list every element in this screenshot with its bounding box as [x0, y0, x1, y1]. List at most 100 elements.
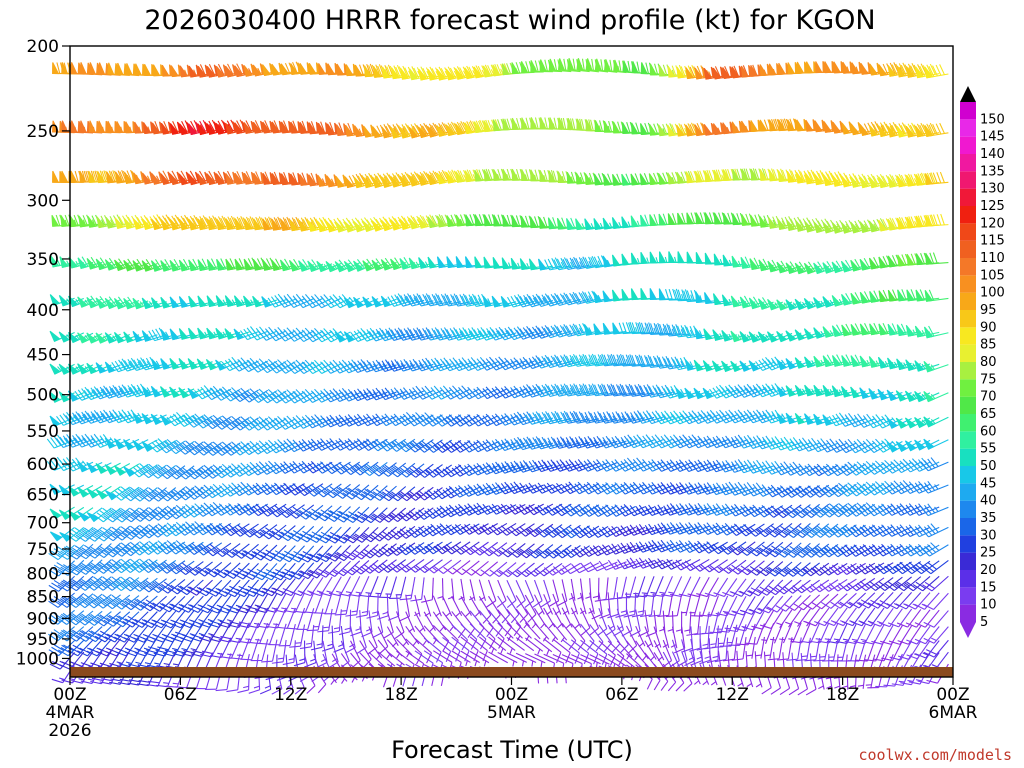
wind-barb: [387, 558, 416, 573]
colorbar-segment: [960, 327, 976, 345]
wind-barb: [767, 298, 793, 311]
wind-barb: [755, 484, 784, 497]
wind-barb: [865, 524, 894, 537]
wind-barb: [525, 411, 554, 425]
colorbar-label: 55: [980, 442, 997, 457]
wind-barb: [415, 412, 443, 427]
wind-barb: [557, 58, 581, 73]
wind-barb: [847, 502, 876, 517]
y-tick-label: 550: [27, 422, 59, 442]
colorbar-segment: [960, 466, 976, 484]
wind-barb: [736, 504, 765, 517]
wind-barb: [544, 544, 572, 559]
colorbar-segment: [960, 570, 976, 588]
wind-barb: [618, 354, 645, 367]
wind-barb: [924, 64, 949, 79]
wind-barb: [369, 462, 397, 477]
colorbar-segment: [960, 240, 976, 258]
wind-barb: [112, 507, 140, 523]
wind-barb: [902, 524, 931, 538]
wind-barb: [488, 522, 517, 536]
colorbar-segment: [960, 535, 976, 553]
wind-barb: [433, 293, 462, 307]
wind-barb: [175, 412, 204, 427]
wind-barb: [396, 359, 425, 372]
wind-barb: [267, 482, 296, 496]
colorbar-segment: [960, 344, 976, 362]
colorbar-segment: [960, 518, 976, 536]
wind-barb: [924, 122, 949, 137]
wind-barb: [884, 576, 912, 592]
y-tick-label: 250: [27, 122, 59, 142]
wind-barb: [792, 523, 820, 539]
wind-barb: [92, 409, 121, 424]
wind-barb: [442, 414, 471, 427]
colorbar-segment: [960, 171, 976, 189]
colorbar-top-arrow: [960, 86, 976, 102]
wind-barb: [553, 257, 581, 271]
wind-barb: [562, 256, 590, 271]
wind-barb: [433, 440, 462, 453]
colorbar-label: 85: [980, 338, 997, 353]
wind-barb: [479, 651, 499, 664]
wind-barb: [267, 389, 296, 404]
wind-barb: [159, 414, 186, 426]
wind-barb: [111, 384, 140, 399]
wind-barb: [341, 461, 370, 476]
wind-barb: [221, 387, 250, 402]
wind-barb: [496, 579, 507, 608]
wind-barb: [589, 504, 618, 517]
wind-barb: [811, 503, 839, 518]
wind-barb: [406, 559, 434, 573]
wind-barb: [875, 576, 903, 591]
wind-barb: [543, 324, 572, 339]
wind-barb: [655, 323, 682, 336]
colorbar-label: 80: [980, 355, 997, 370]
wind-barb: [516, 562, 545, 578]
wind-barb: [856, 438, 885, 454]
wind-barb: [473, 119, 498, 134]
wind-barb: [680, 594, 692, 617]
wind-barb: [415, 327, 443, 341]
wind-barb: [322, 438, 351, 451]
wind-barb: [524, 622, 541, 640]
colorbar-label: 150: [980, 112, 1005, 127]
colorbar-segment: [960, 483, 976, 501]
wind-barb: [613, 608, 624, 637]
wind-barb: [837, 438, 866, 454]
wind-barb: [442, 327, 471, 341]
wind-barb: [148, 464, 177, 479]
wind-barb: [415, 487, 443, 501]
wind-barb: [598, 482, 627, 495]
wind-barb: [222, 441, 250, 456]
wind-barb: [451, 440, 480, 453]
wind-barb: [874, 524, 903, 537]
wind-barb: [893, 561, 922, 575]
colorbar-bottom-arrow: [960, 622, 976, 638]
wind-barb: [820, 484, 848, 498]
wind-barb: [722, 637, 738, 662]
wind-barb: [139, 558, 167, 574]
wind-barb: [580, 481, 609, 495]
wind-barb: [451, 327, 480, 341]
wind-barb: [267, 415, 296, 431]
colorbar-segment: [960, 414, 976, 432]
wind-barb: [443, 293, 471, 307]
wind-barb: [267, 359, 296, 374]
wind-barb: [221, 503, 250, 516]
wind-barb: [746, 504, 774, 518]
x-tick-label: 18Z: [384, 685, 417, 705]
y-tick-label: 800: [27, 565, 59, 585]
wind-barb: [598, 459, 627, 472]
wind-barb: [562, 291, 590, 306]
wind-barb: [920, 523, 949, 538]
wind-barb: [838, 524, 866, 538]
wind-barb: [258, 482, 287, 496]
wind-barb: [923, 639, 949, 658]
wind-barb: [406, 486, 434, 501]
wind-barb: [304, 327, 333, 343]
wind-barb: [810, 562, 839, 576]
wind-barb: [157, 438, 186, 454]
wind-barb: [856, 502, 885, 517]
wind-barb: [507, 294, 535, 308]
